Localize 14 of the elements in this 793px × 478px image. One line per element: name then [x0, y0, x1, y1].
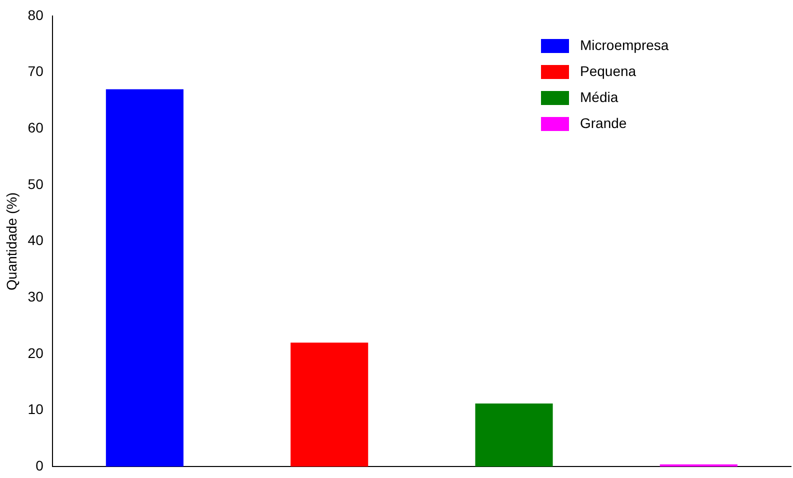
legend-label: Média	[580, 88, 618, 105]
y-tick-label: 40	[28, 232, 44, 248]
y-tick-label: 70	[28, 63, 44, 80]
legend-label: Microempresa	[580, 36, 669, 53]
y-tick-label: 60	[28, 120, 44, 136]
y-axis-title: Quantidade (%)	[3, 192, 20, 290]
legend-label: Grande	[580, 114, 627, 131]
y-tick-label: 10	[28, 401, 44, 418]
legend-label: Pequena	[580, 62, 636, 79]
y-tick-label: 80	[28, 6, 44, 23]
y-tick-label: 0	[36, 457, 44, 474]
y-tick-label: 30	[28, 288, 44, 304]
y-tick-label: 20	[28, 344, 44, 361]
y-tick-label: 50	[28, 176, 44, 192]
